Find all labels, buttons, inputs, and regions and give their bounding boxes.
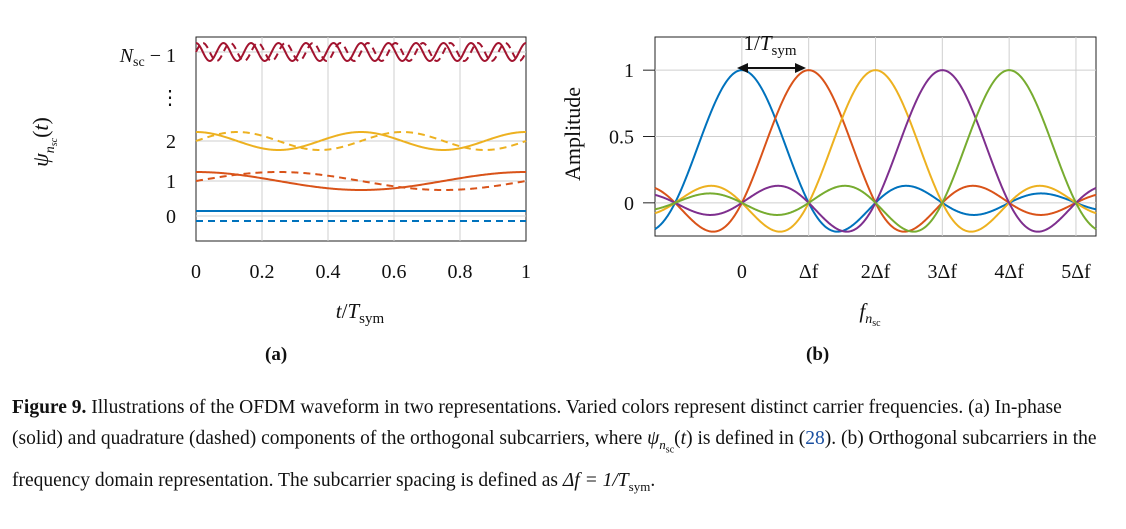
panel-a-xtick-label: 0.6 (382, 261, 407, 283)
panel-a-curves (195, 41, 527, 222)
panel-a-ytick-ellipsis: ⋮ (160, 87, 180, 109)
panel-a-ytick-nsc: Nsc − 1 (119, 45, 176, 70)
caption-figure-number: Figure 9. (12, 397, 87, 418)
caption-text-4: . (650, 470, 656, 492)
panel-a-ylabel: ψnsc(t) (28, 117, 60, 167)
panel-b-xtick-label: 2Δf (861, 261, 891, 283)
panel-a-xlabel: t/Tsym (336, 299, 385, 327)
panel-b-subcarrier-curve (654, 69, 1097, 233)
figure-caption: Figure 9. Illustrations of the OFDM wave… (12, 397, 1097, 495)
panel-a-chart: 0 0.2 0.4 0.6 0.8 1 0 1 2 ⋮ ψnsc(t) t/Tsym Nsc − … (28, 31, 1097, 329)
panel-b-label: (b) (806, 344, 830, 365)
panel-a-xtick-label: 0 (191, 261, 201, 283)
panel-a-ytick-label: 2 (166, 131, 176, 153)
panel-a-ytick-label: 0 (166, 206, 176, 228)
panel-b-xtick-label: 4Δf (994, 261, 1024, 283)
panel-b-ticks: 0 Δf 2Δf 3Δf 4Δf 5Δf 0 0.5 1 (609, 60, 1091, 283)
panel-b-ylabel: Amplitude (560, 87, 585, 181)
panel-a-frame (195, 36, 527, 242)
spacing-annotation-label: 1/Tsym (743, 31, 796, 59)
caption-psi: ψ (647, 428, 660, 449)
panel-b-xtick-label: Δf (799, 261, 819, 283)
panel-a-quadrature-curve (195, 171, 527, 191)
panel-a-xtick-label: 0.2 (250, 261, 275, 283)
panel-a-label: (a) (265, 344, 288, 365)
panel-a-quadrature-curve (195, 41, 527, 63)
caption-ref: 28 (805, 428, 825, 449)
panel-b-subcarrier-curve (654, 69, 1097, 233)
caption-text-3: ). (b) Orthogonal subcarriers in the fre… (12, 428, 1097, 492)
panel-b-xtick-label: 0 (737, 261, 747, 283)
panel-b-curves (654, 69, 1097, 233)
panel-b-ytick-label: 1 (624, 60, 634, 82)
caption-math-2-sub: sym (628, 479, 651, 495)
panel-b-ytick-label: 0 (624, 193, 634, 215)
panel-b-ytick-label: 0.5 (609, 127, 634, 149)
panel-a-xtick-label: 0.8 (448, 261, 473, 283)
spacing-annotation: 1/Tsym (737, 31, 806, 73)
panel-b-xtick-label: 3Δf (928, 261, 958, 283)
caption-text-2: is defined in ( (692, 428, 806, 449)
panel-a-quadrature-curve (195, 131, 527, 151)
panel-a-ytick-label: 1 (166, 171, 176, 193)
panel-a-ticks: 0 0.2 0.4 0.6 0.8 1 0 1 2 ⋮ (160, 87, 531, 283)
panel-a-inphase-curve (195, 41, 527, 63)
panel-a-ylabel-psi: ψ (28, 153, 53, 167)
panel-b-grid (655, 37, 1096, 236)
panel-a-xtick-label: 1 (521, 261, 531, 283)
caption-math-2: Δf = 1/T (562, 470, 629, 492)
panel-a-xtick-label: 0.4 (316, 261, 341, 283)
panel-a-inphase-curve (196, 131, 526, 151)
panel-b-xtick-label: 5Δf (1061, 261, 1091, 283)
panel-a-inphase-curve (196, 171, 526, 191)
svg-text:ψnsc(t): ψnsc(t) (28, 117, 60, 167)
caption-text-1: Illustrations of the OFDM waveform in tw… (12, 397, 1062, 449)
panel-a-ylabel-sub: n (43, 146, 58, 153)
panel-b-xlabel: fnsc (859, 299, 881, 329)
